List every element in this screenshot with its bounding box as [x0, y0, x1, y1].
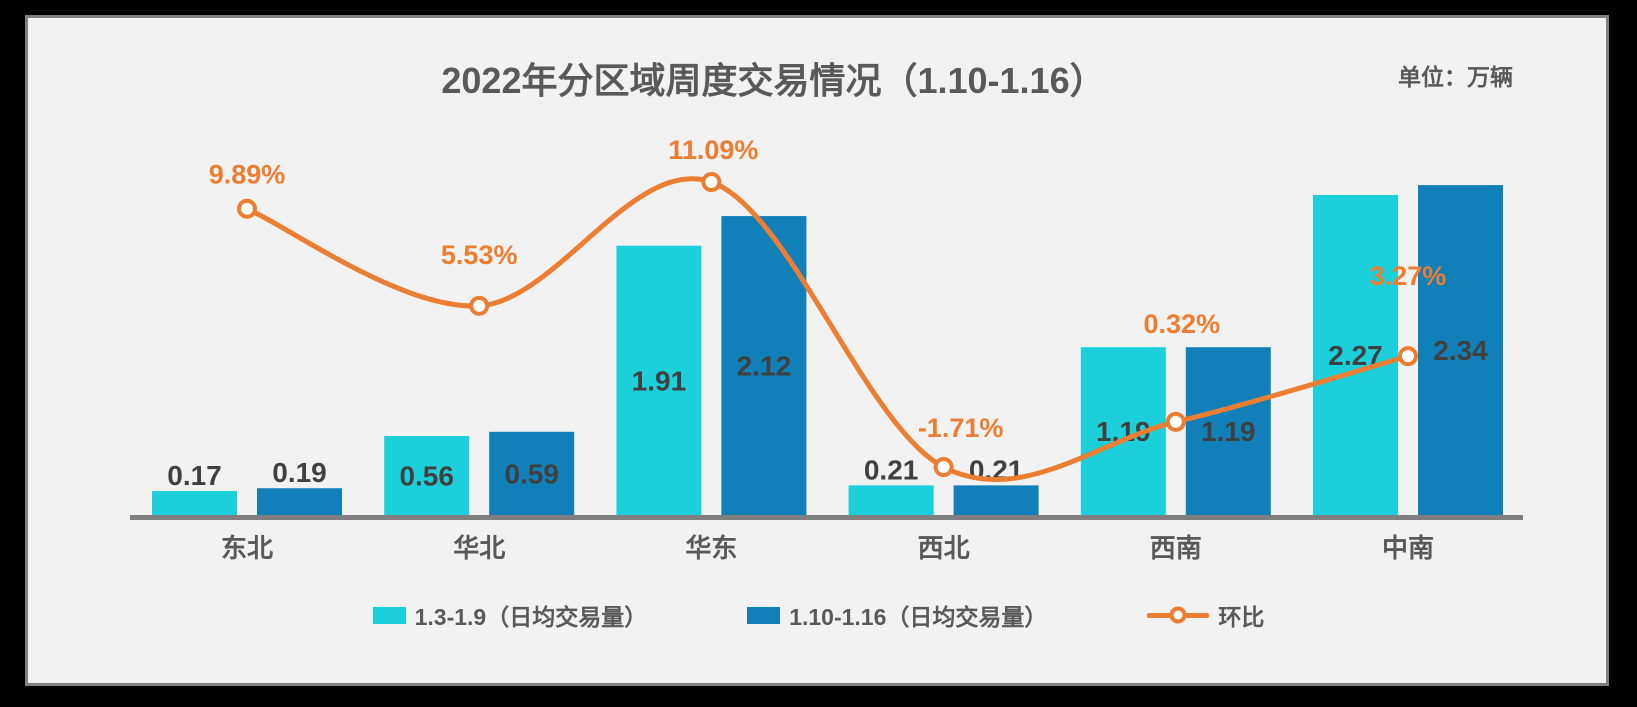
ratio-label-西北: -1.71%	[918, 413, 1004, 443]
chart-title: 2022年分区域周度交易情况（1.10-1.16）	[441, 60, 1106, 101]
ratio-label-西南: 0.32%	[1144, 309, 1221, 339]
ratio-label-中南: 3.27%	[1370, 261, 1447, 291]
bar-value-label: 2.12	[737, 351, 792, 382]
x-axis-label-华东: 华东	[685, 533, 737, 563]
ratio-point-中南	[1398, 346, 1418, 367]
legend-item-week2: 1.10-1.16（日均交易量）	[747, 598, 1047, 632]
ratio-point-华北	[469, 295, 490, 316]
bar-week2-华北	[489, 431, 575, 515]
legend-label-week2: 1.10-1.16（日均交易量）	[789, 604, 1048, 630]
bar-week2-东北	[257, 488, 342, 515]
x-axis-line	[130, 515, 1523, 520]
bar-value-label: 1.19	[1201, 416, 1256, 447]
x-axis-label-中南: 中南	[1382, 533, 1434, 563]
ratio-point-西南	[1165, 411, 1186, 432]
bar-value-label: 0.17	[167, 460, 222, 491]
x-axis-label-西北: 西北	[918, 533, 970, 563]
bar-value-label: 0.59	[504, 458, 559, 489]
orange-line-marker-icon	[1147, 605, 1210, 625]
bar-week2-中南	[1418, 185, 1503, 515]
legend-item-week1: 1.3-1.9（日均交易量）	[372, 598, 648, 632]
x-axis-label-西南: 西南	[1150, 533, 1202, 563]
ratio-point-东北	[237, 198, 257, 219]
bar-week1-华北	[384, 436, 470, 515]
bar-week2-西北	[953, 485, 1039, 515]
bar-value-label: 0.56	[399, 461, 454, 492]
x-axis-label-东北: 东北	[221, 533, 273, 563]
bar-week1-中南	[1313, 194, 1398, 515]
ratio-point-西北	[933, 457, 954, 478]
chart-legend: 1.3-1.9（日均交易量） 1.10-1.16（日均交易量） 环比	[0, 598, 1637, 632]
bar-week1-西北	[848, 485, 934, 515]
x-axis-label-华北: 华北	[453, 533, 505, 563]
bar-week1-华东	[616, 245, 702, 515]
ratio-label-华北: 5.53%	[441, 240, 518, 270]
cyan-bar-swatch-icon	[372, 606, 406, 624]
ratio-label-华东: 11.09%	[668, 135, 758, 165]
ratio-label-东北: 9.89%	[209, 160, 286, 190]
ratio-point-华东	[701, 172, 722, 192]
bar-value-label: 0.19	[272, 457, 327, 488]
unit-label: 单位：万辆	[1398, 64, 1513, 90]
legend-label-week1: 1.3-1.9（日均交易量）	[414, 604, 648, 630]
bar-value-label: 0.21	[864, 454, 919, 485]
bar-value-label: 1.91	[632, 365, 687, 396]
bar-week2-西南	[1185, 347, 1271, 515]
legend-label-ratio: 环比	[1218, 604, 1265, 630]
bar-week1-东北	[152, 491, 237, 515]
legend-item-ratio: 环比	[1147, 598, 1264, 632]
bar-value-label: 2.34	[1433, 335, 1488, 366]
blue-bar-swatch-icon	[747, 606, 781, 624]
